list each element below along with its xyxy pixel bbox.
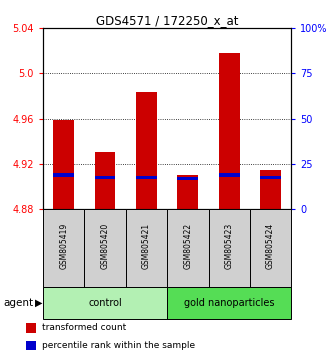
Bar bbox=[43, 287, 167, 319]
Bar bbox=[53, 173, 74, 177]
Bar bbox=[219, 53, 240, 209]
Text: percentile rank within the sample: percentile rank within the sample bbox=[42, 341, 195, 350]
Text: GSM805420: GSM805420 bbox=[101, 223, 110, 269]
Bar bbox=[84, 209, 126, 287]
Text: agent: agent bbox=[3, 298, 33, 308]
Bar bbox=[167, 209, 209, 287]
Text: ▶: ▶ bbox=[35, 298, 42, 308]
Bar bbox=[177, 177, 198, 180]
Bar bbox=[26, 323, 36, 333]
Text: GSM805421: GSM805421 bbox=[142, 223, 151, 269]
Bar bbox=[167, 287, 291, 319]
Bar bbox=[126, 209, 167, 287]
Bar bbox=[43, 209, 84, 287]
Bar bbox=[95, 153, 116, 209]
Bar bbox=[260, 176, 281, 179]
Bar bbox=[260, 171, 281, 209]
Bar bbox=[177, 175, 198, 209]
Bar bbox=[250, 209, 291, 287]
Text: GSM805419: GSM805419 bbox=[59, 223, 68, 269]
Bar bbox=[95, 176, 116, 179]
Bar bbox=[136, 176, 157, 179]
Text: GSM805424: GSM805424 bbox=[266, 223, 275, 269]
Bar bbox=[53, 120, 74, 209]
Text: GSM805422: GSM805422 bbox=[183, 223, 192, 269]
Bar bbox=[209, 209, 250, 287]
Bar bbox=[136, 91, 157, 209]
Text: transformed count: transformed count bbox=[42, 323, 126, 332]
Bar bbox=[26, 341, 36, 350]
Text: gold nanoparticles: gold nanoparticles bbox=[184, 298, 274, 308]
Text: control: control bbox=[88, 298, 122, 308]
Title: GDS4571 / 172250_x_at: GDS4571 / 172250_x_at bbox=[96, 14, 238, 27]
Bar bbox=[219, 173, 240, 177]
Text: GSM805423: GSM805423 bbox=[225, 223, 234, 269]
